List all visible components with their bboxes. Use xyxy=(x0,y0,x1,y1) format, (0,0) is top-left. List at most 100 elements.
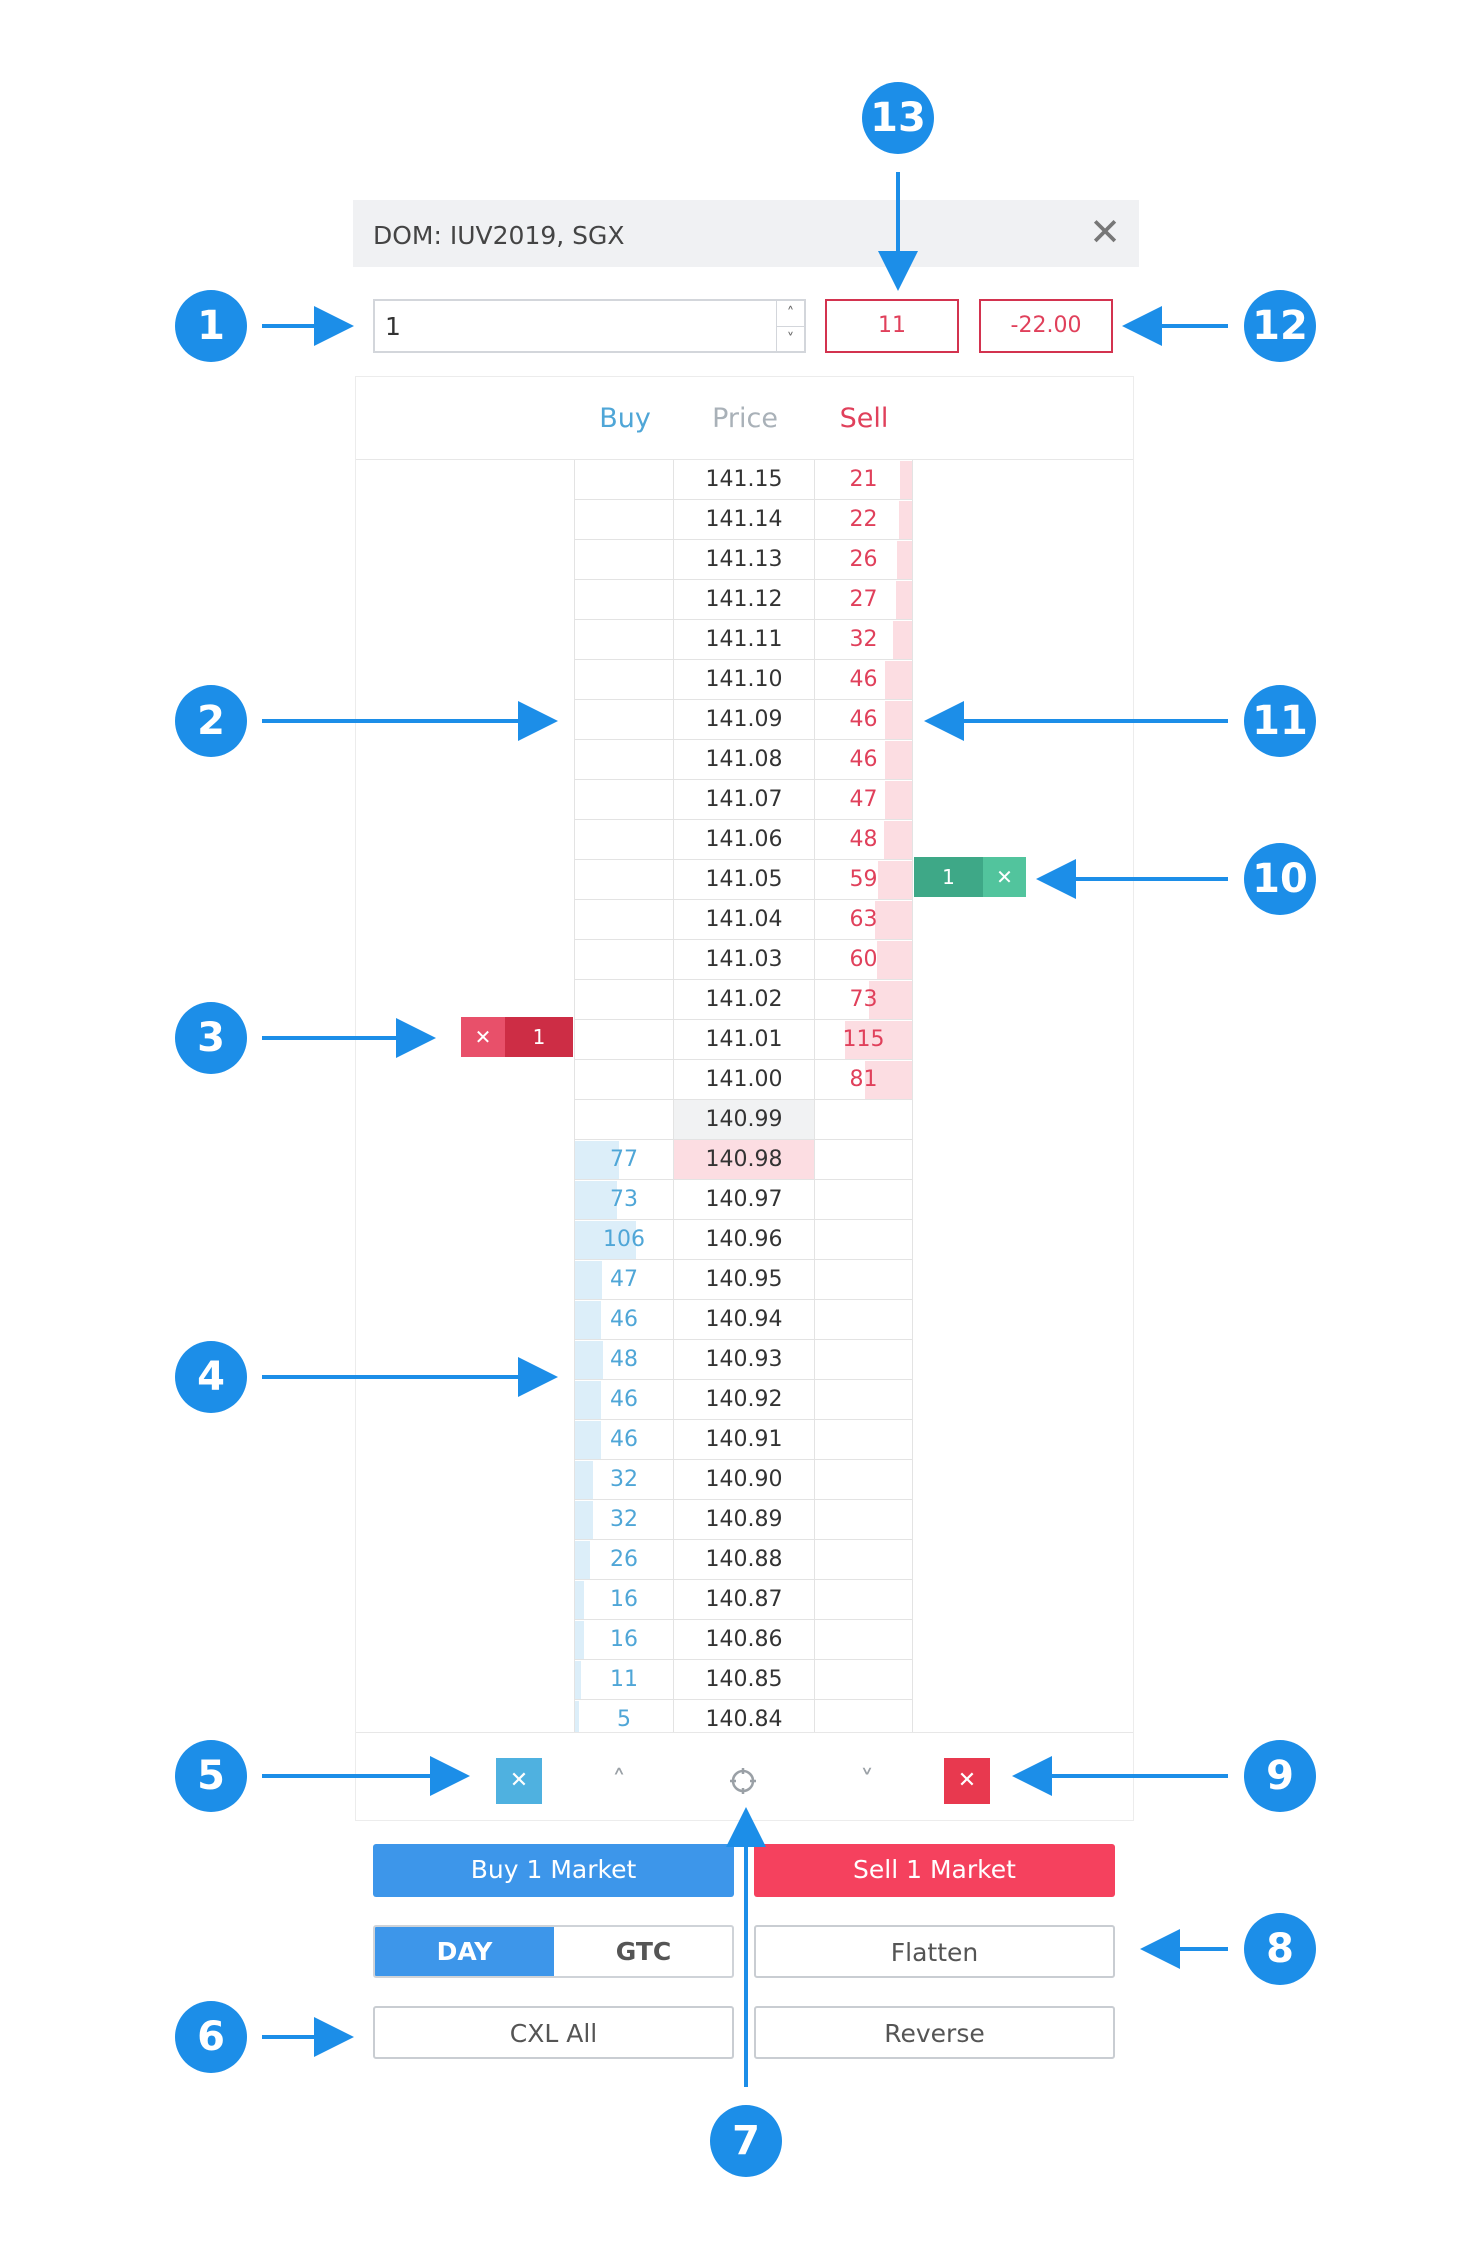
sell-cell[interactable] xyxy=(815,1260,913,1300)
table-row[interactable]: 106 140.96 xyxy=(356,1220,1133,1260)
table-row[interactable]: 141.12 27 xyxy=(356,580,1133,620)
table-row[interactable]: 141.07 47 xyxy=(356,780,1133,820)
sell-cell[interactable]: 47 xyxy=(815,780,913,820)
table-row[interactable]: 26 140.88 xyxy=(356,1540,1133,1580)
quantity-input[interactable] xyxy=(385,309,755,343)
buy-cell[interactable] xyxy=(574,500,674,540)
buy-cell[interactable] xyxy=(574,580,674,620)
buy-cell[interactable]: 48 xyxy=(574,1340,674,1380)
table-row[interactable]: 46 140.94 xyxy=(356,1300,1133,1340)
buy-cell[interactable] xyxy=(574,980,674,1020)
chevron-down-icon[interactable]: ˅ xyxy=(860,1764,874,1797)
buy-cell[interactable] xyxy=(574,1100,674,1140)
price-cell[interactable]: 141.14 xyxy=(674,500,815,540)
chevron-up-icon[interactable]: ˄ xyxy=(786,304,795,322)
buy-cell[interactable]: 16 xyxy=(574,1580,674,1620)
buy-cell[interactable] xyxy=(574,740,674,780)
sell-cell[interactable] xyxy=(815,1500,913,1540)
cancel-sell-orders-button[interactable]: ✕ xyxy=(944,1758,990,1804)
buy-cell[interactable]: 5 xyxy=(574,1700,674,1732)
table-row[interactable]: 141.03 60 xyxy=(356,940,1133,980)
buy-cell[interactable]: 46 xyxy=(574,1380,674,1420)
sell-cell[interactable] xyxy=(815,1220,913,1260)
sell-cell[interactable]: 115 xyxy=(815,1020,913,1060)
price-cell[interactable]: 140.92 xyxy=(674,1380,815,1420)
buy-cell[interactable] xyxy=(574,620,674,660)
sell-cell[interactable] xyxy=(815,1420,913,1460)
price-cell[interactable]: 141.01 xyxy=(674,1020,815,1060)
price-cell[interactable]: 140.89 xyxy=(674,1500,815,1540)
sell-limit-order[interactable]: 1 ✕ xyxy=(914,857,1026,897)
price-cell[interactable]: 140.91 xyxy=(674,1420,815,1460)
sell-cell[interactable]: 27 xyxy=(815,580,913,620)
price-cell[interactable]: 140.93 xyxy=(674,1340,815,1380)
sell-cell[interactable]: 63 xyxy=(815,900,913,940)
table-row[interactable]: 141.06 48 xyxy=(356,820,1133,860)
sell-cell[interactable] xyxy=(815,1660,913,1700)
sell-cell[interactable]: 46 xyxy=(815,700,913,740)
sell-cell[interactable] xyxy=(815,1380,913,1420)
price-cell[interactable]: 141.12 xyxy=(674,580,815,620)
table-row[interactable]: 141.15 21 xyxy=(356,460,1133,500)
table-row[interactable]: 141.14 22 xyxy=(356,500,1133,540)
quantity-stepper[interactable]: ˄ ˅ xyxy=(373,299,806,353)
buy-cell[interactable] xyxy=(574,700,674,740)
sell-cell[interactable]: 59 xyxy=(815,860,913,900)
table-row[interactable]: 140.99 xyxy=(356,1100,1133,1140)
sell-cell[interactable]: 48 xyxy=(815,820,913,860)
table-row[interactable]: 16 140.86 xyxy=(356,1620,1133,1660)
price-cell[interactable]: 141.02 xyxy=(674,980,815,1020)
table-row[interactable]: 141.02 73 xyxy=(356,980,1133,1020)
buy-cell[interactable] xyxy=(574,780,674,820)
close-icon[interactable]: ✕ xyxy=(983,857,1026,897)
price-cell[interactable]: 141.04 xyxy=(674,900,815,940)
table-row[interactable]: 141.08 46 xyxy=(356,740,1133,780)
sell-cell[interactable]: 81 xyxy=(815,1060,913,1100)
chevron-down-icon[interactable]: ˅ xyxy=(777,326,804,351)
sell-cell[interactable] xyxy=(815,1140,913,1180)
reverse-button[interactable]: Reverse xyxy=(754,2006,1115,2059)
buy-cell[interactable]: 11 xyxy=(574,1660,674,1700)
table-row[interactable]: 32 140.89 xyxy=(356,1500,1133,1540)
sell-cell[interactable]: 21 xyxy=(815,460,913,500)
price-cell[interactable]: 140.90 xyxy=(674,1460,815,1500)
table-row[interactable]: 47 140.95 xyxy=(356,1260,1133,1300)
buy-cell[interactable]: 26 xyxy=(574,1540,674,1580)
price-cell[interactable]: 140.87 xyxy=(674,1580,815,1620)
price-cell[interactable]: 140.94 xyxy=(674,1300,815,1340)
table-row[interactable]: 11 140.85 xyxy=(356,1660,1133,1700)
sell-cell[interactable]: 32 xyxy=(815,620,913,660)
cancel-buy-orders-button[interactable]: ✕ xyxy=(496,1758,542,1804)
price-cell[interactable]: 140.86 xyxy=(674,1620,815,1660)
table-row[interactable]: 32 140.90 xyxy=(356,1460,1133,1500)
buy-cell[interactable]: 106 xyxy=(574,1220,674,1260)
sell-cell[interactable] xyxy=(815,1340,913,1380)
buy-cell[interactable] xyxy=(574,940,674,980)
sell-cell[interactable]: 46 xyxy=(815,740,913,780)
table-row[interactable]: 141.01 115 xyxy=(356,1020,1133,1060)
table-row[interactable]: 46 140.91 xyxy=(356,1420,1133,1460)
buy-cell[interactable]: 73 xyxy=(574,1180,674,1220)
buy-cell[interactable] xyxy=(574,460,674,500)
table-row[interactable]: 16 140.87 xyxy=(356,1580,1133,1620)
buy-cell[interactable]: 47 xyxy=(574,1260,674,1300)
close-icon[interactable]: ✕ xyxy=(461,1017,505,1057)
sell-cell[interactable]: 73 xyxy=(815,980,913,1020)
price-cell[interactable]: 140.99 xyxy=(674,1100,815,1140)
price-cell[interactable]: 141.07 xyxy=(674,780,815,820)
buy-limit-order[interactable]: ✕ 1 xyxy=(461,1017,573,1057)
sell-cell[interactable] xyxy=(815,1460,913,1500)
sell-cell[interactable] xyxy=(815,1180,913,1220)
chevron-up-icon[interactable]: ˄ xyxy=(612,1764,626,1797)
sell-cell[interactable] xyxy=(815,1300,913,1340)
sell-cell[interactable] xyxy=(815,1700,913,1732)
price-cell[interactable]: 141.00 xyxy=(674,1060,815,1100)
sell-cell[interactable]: 26 xyxy=(815,540,913,580)
gtc-option[interactable]: GTC xyxy=(615,1937,672,1966)
buy-cell[interactable]: 32 xyxy=(574,1500,674,1540)
close-icon[interactable]: ✕ xyxy=(1089,210,1121,254)
buy-cell[interactable] xyxy=(574,660,674,700)
price-cell[interactable]: 141.05 xyxy=(674,860,815,900)
buy-cell[interactable] xyxy=(574,540,674,580)
table-row[interactable]: 141.13 26 xyxy=(356,540,1133,580)
